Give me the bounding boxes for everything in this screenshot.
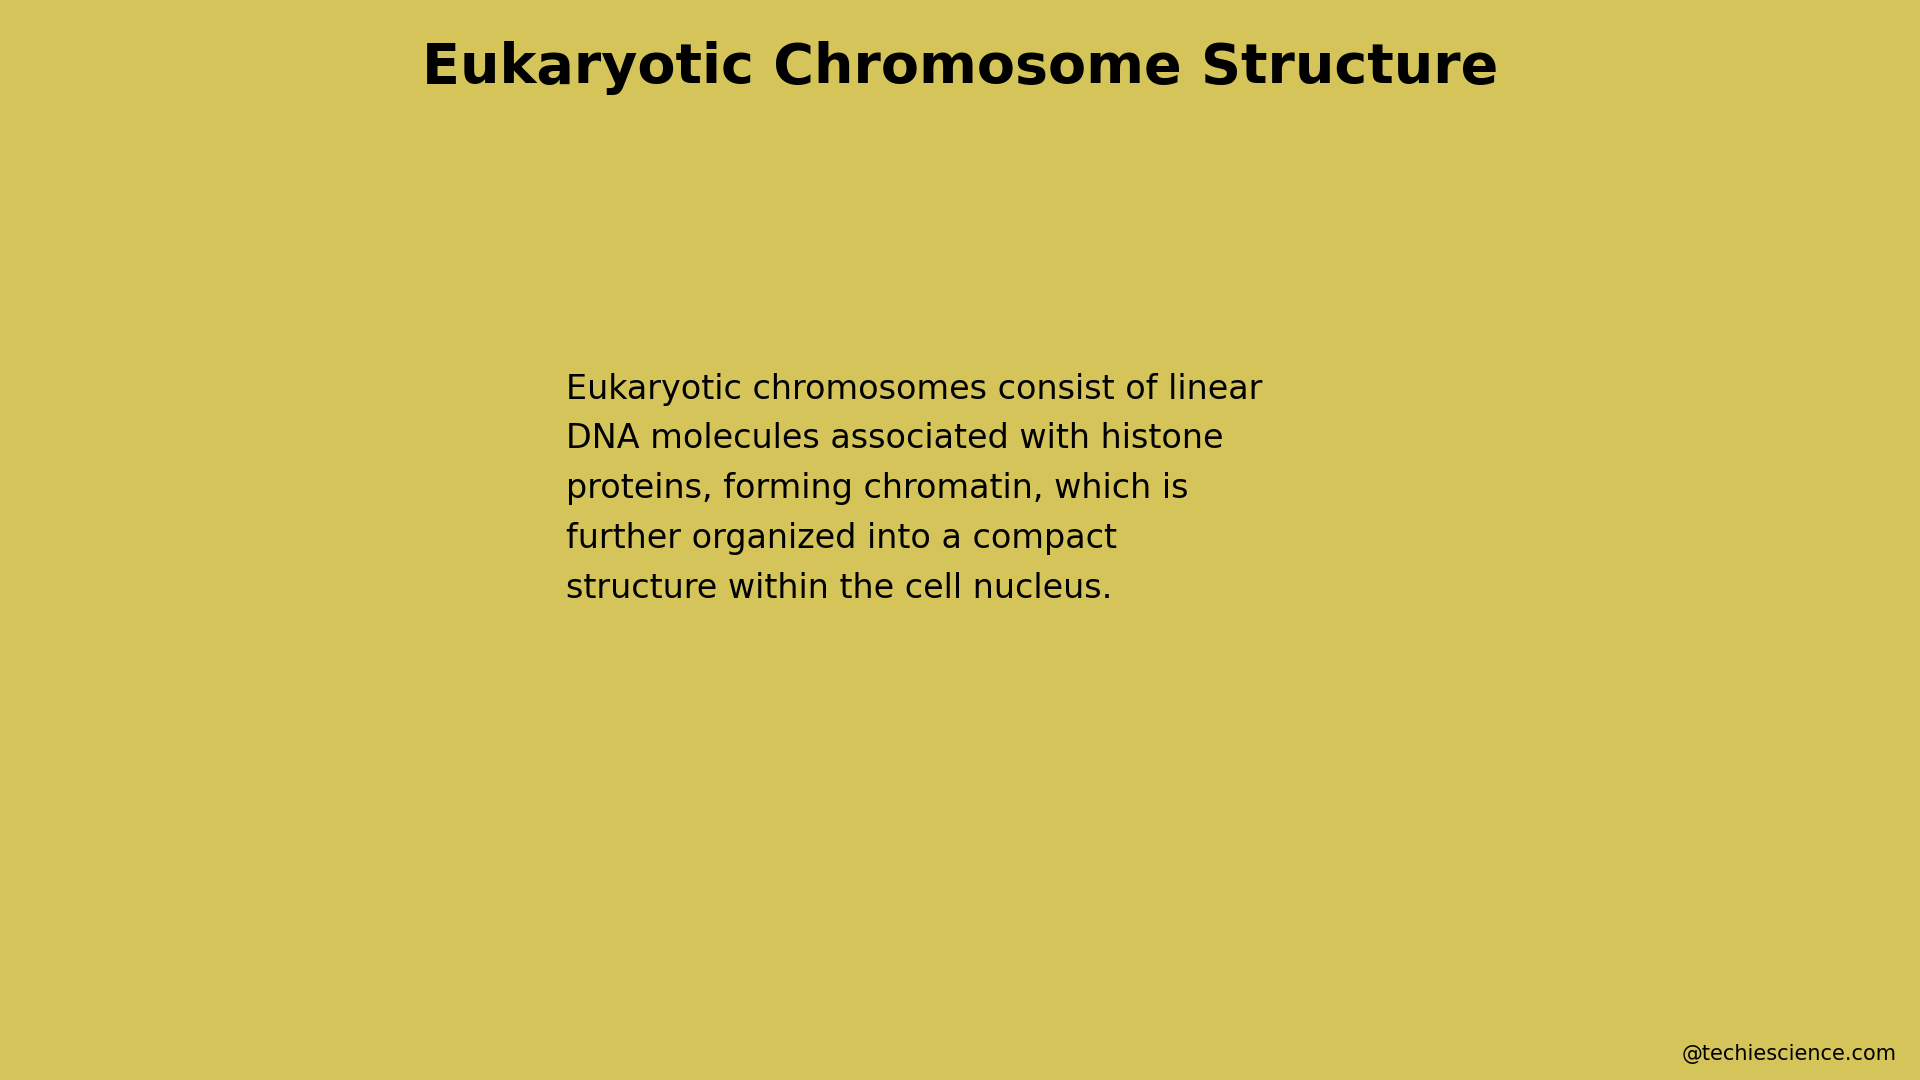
Text: Eukaryotic chromosomes consist of linear
DNA molecules associated with histone
p: Eukaryotic chromosomes consist of linear… xyxy=(566,373,1263,605)
Text: @techiescience.com: @techiescience.com xyxy=(1682,1043,1897,1064)
Text: Eukaryotic Chromosome Structure: Eukaryotic Chromosome Structure xyxy=(422,41,1498,95)
